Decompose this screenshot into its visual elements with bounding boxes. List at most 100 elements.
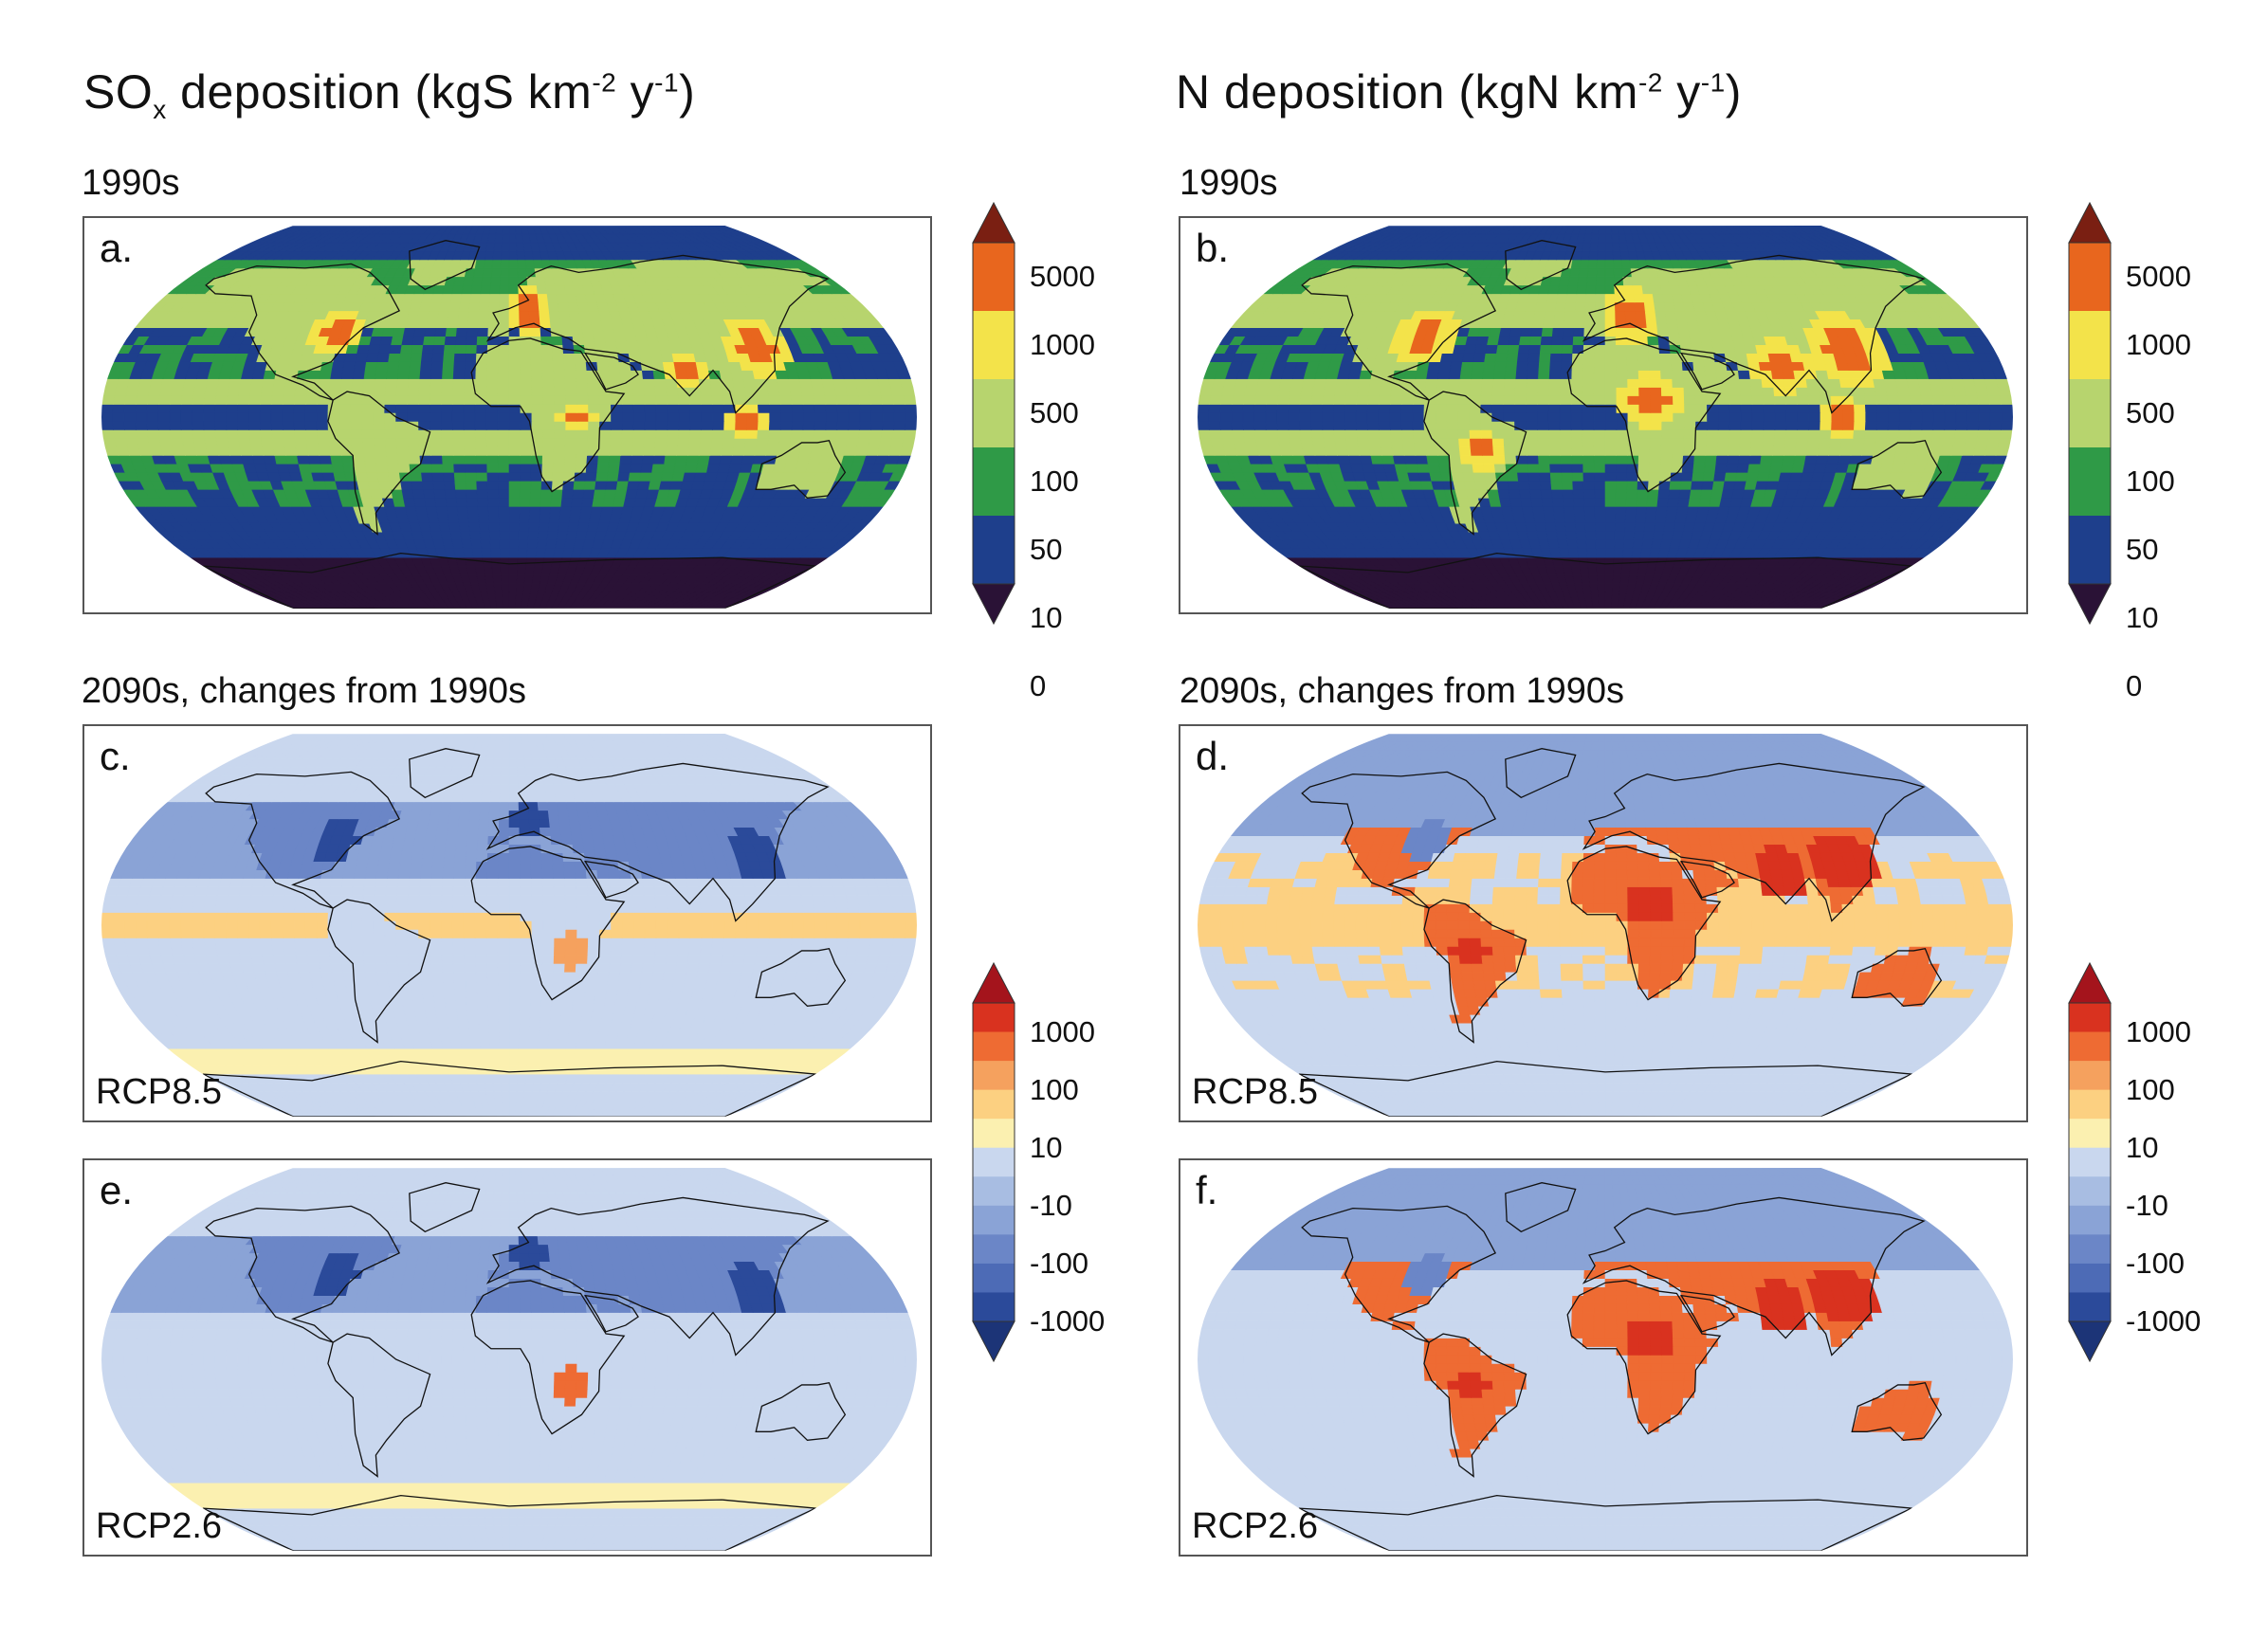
map-cell [321, 472, 337, 482]
map-cell [309, 464, 323, 473]
map-cell [1493, 464, 1508, 473]
map-cell [508, 446, 521, 456]
map-cell [640, 464, 654, 473]
map-cell [1242, 404, 1255, 413]
map-cell [180, 404, 193, 413]
map-cell [1528, 481, 1542, 490]
map-cell [664, 370, 677, 379]
map-cell [392, 327, 406, 337]
map-cell [644, 404, 657, 413]
map-cell [1570, 565, 1582, 575]
map-cell [467, 514, 480, 524]
map-cell [1571, 446, 1583, 456]
map-cell [1604, 574, 1614, 584]
map-cell [498, 505, 510, 516]
map-cell [752, 370, 767, 379]
map-cell [581, 497, 594, 507]
map-cell [744, 438, 758, 447]
map-cell [905, 412, 918, 422]
map-cell [474, 259, 485, 269]
map-cell [1678, 489, 1692, 499]
map-cell [1784, 429, 1799, 439]
map-cell [1763, 429, 1776, 439]
map-cell [1446, 412, 1459, 422]
map-cell [528, 522, 540, 533]
map-cell [891, 429, 905, 439]
map-cell [1549, 472, 1563, 482]
map-cell [1594, 497, 1606, 507]
map-cell [1481, 446, 1494, 456]
map-cell [446, 319, 459, 329]
map-cell [1527, 472, 1541, 482]
map-cell [1577, 548, 1588, 558]
map-cell [1596, 565, 1606, 575]
map-cell [169, 429, 183, 439]
map-cell [520, 395, 533, 405]
map-cell [1769, 464, 1783, 473]
map-cell [452, 429, 465, 439]
map-cell [1668, 489, 1681, 499]
map-cell [375, 361, 389, 371]
map-cell [345, 481, 359, 490]
map-cell [537, 293, 549, 303]
map-cell [343, 472, 357, 482]
map-cell [652, 455, 667, 464]
map-cell [545, 539, 558, 550]
map-cell [641, 455, 655, 464]
map-cell [824, 429, 838, 439]
map-cell [1975, 438, 1989, 447]
map-cell [756, 387, 769, 396]
map-cell [1684, 404, 1696, 413]
map-cell [1728, 429, 1742, 439]
map-cell [1435, 421, 1448, 430]
map-cell [1288, 421, 1301, 430]
map-cell [1219, 421, 1233, 430]
map-cell [1563, 497, 1575, 507]
map-cell [1707, 421, 1719, 430]
map-cell [1588, 574, 1599, 584]
map-cell [490, 276, 501, 286]
map-cell [112, 421, 125, 430]
map-cell [418, 387, 431, 396]
map-cell [1552, 505, 1565, 516]
map-cell [455, 489, 467, 499]
map-cell [709, 446, 723, 456]
map-cell [1664, 514, 1677, 524]
map-cell [1458, 446, 1472, 456]
map-cell [407, 404, 419, 413]
map-cell [710, 438, 724, 447]
map-cell [700, 429, 713, 439]
map-cell [1763, 412, 1776, 422]
map-cell [558, 301, 570, 312]
map-cell [136, 395, 149, 405]
map-cell [1616, 472, 1628, 482]
panel-label-a: a. [100, 226, 134, 270]
map-cell [1761, 446, 1774, 456]
map-cell [1906, 446, 1920, 456]
map-cell [1435, 404, 1448, 413]
map-cell [304, 404, 318, 413]
map-cell [1614, 522, 1626, 533]
map-cell [1453, 481, 1467, 490]
map-cell [385, 446, 398, 456]
map-cell [395, 421, 408, 430]
map-cell [410, 472, 423, 482]
map-cell [172, 378, 187, 388]
map-cell [823, 387, 837, 396]
map-cell [1616, 455, 1628, 464]
map-cell [478, 514, 490, 524]
map-cell [476, 250, 487, 261]
map-cell [340, 378, 354, 388]
map-cell [1392, 455, 1407, 464]
map-cell [183, 378, 197, 388]
map-cell [1253, 429, 1268, 439]
coastline [583, 352, 639, 391]
map-cell [159, 438, 174, 447]
map-cell [508, 327, 521, 337]
map-cell [584, 472, 597, 482]
map-cell [899, 446, 914, 456]
map-cell [418, 438, 431, 447]
map-cell [474, 395, 487, 405]
map-cell [183, 446, 197, 456]
map-cell [460, 293, 472, 303]
